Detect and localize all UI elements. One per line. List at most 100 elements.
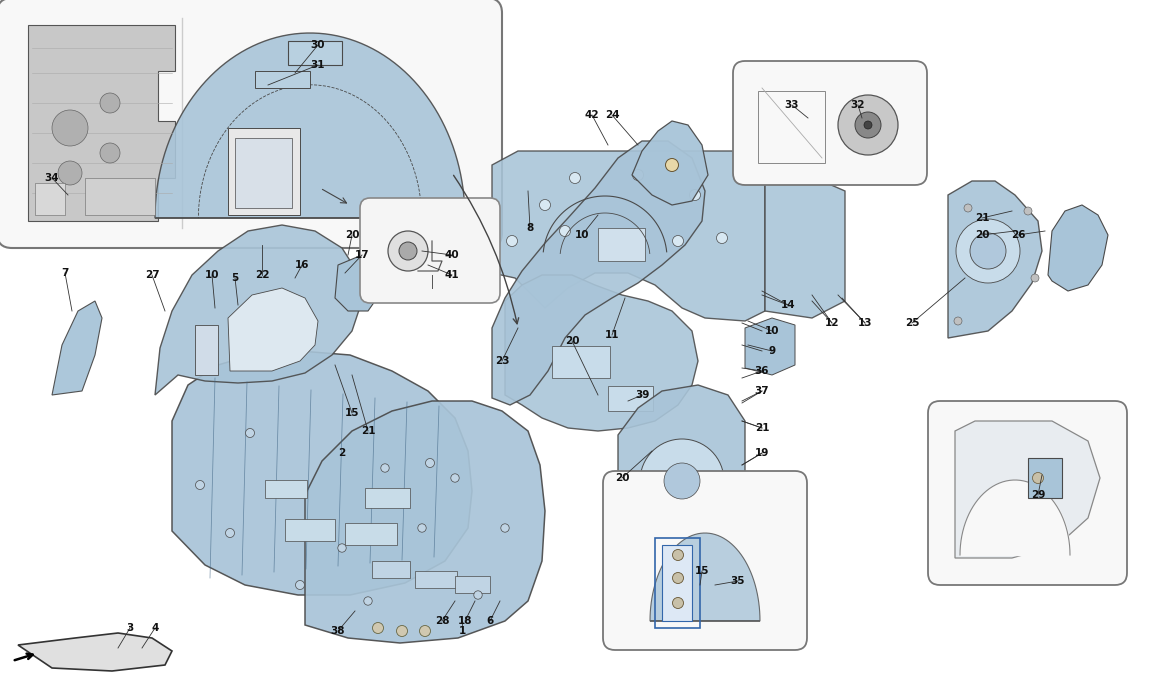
Circle shape — [52, 110, 89, 146]
Text: 16: 16 — [294, 260, 309, 270]
Polygon shape — [34, 183, 66, 215]
Polygon shape — [505, 275, 698, 431]
Polygon shape — [1028, 458, 1061, 498]
Polygon shape — [155, 225, 362, 395]
Circle shape — [381, 464, 389, 472]
Text: 9: 9 — [768, 346, 775, 356]
Circle shape — [569, 173, 581, 184]
Circle shape — [426, 458, 435, 467]
Circle shape — [225, 529, 235, 538]
Text: 24: 24 — [605, 110, 620, 120]
Text: 8: 8 — [527, 223, 534, 233]
Text: 20: 20 — [345, 230, 359, 240]
Text: 32: 32 — [851, 100, 865, 110]
Circle shape — [956, 219, 1020, 283]
Text: 22: 22 — [255, 270, 269, 280]
Text: 20: 20 — [615, 473, 629, 483]
Polygon shape — [155, 33, 465, 218]
Text: 6: 6 — [486, 616, 493, 626]
Text: 11: 11 — [605, 330, 619, 340]
Circle shape — [969, 233, 1006, 269]
Text: 37: 37 — [754, 386, 769, 396]
Polygon shape — [371, 561, 411, 578]
Circle shape — [673, 598, 683, 609]
Circle shape — [506, 236, 518, 247]
Circle shape — [838, 95, 898, 155]
Text: 38: 38 — [331, 626, 345, 636]
Circle shape — [560, 225, 570, 236]
Text: 5: 5 — [231, 273, 239, 283]
Text: 34: 34 — [45, 173, 60, 183]
Polygon shape — [492, 141, 705, 405]
Polygon shape — [954, 421, 1101, 558]
Text: 40: 40 — [445, 250, 459, 260]
Text: 42: 42 — [584, 110, 599, 120]
Polygon shape — [28, 25, 175, 221]
Circle shape — [664, 463, 700, 499]
Polygon shape — [415, 571, 457, 588]
Text: 21: 21 — [754, 423, 769, 433]
Polygon shape — [228, 128, 300, 215]
FancyBboxPatch shape — [603, 471, 807, 650]
Text: 41: 41 — [445, 270, 459, 280]
Text: 30: 30 — [310, 40, 325, 50]
Text: 27: 27 — [145, 270, 160, 280]
Text: 31: 31 — [310, 60, 325, 70]
Polygon shape — [52, 301, 102, 395]
Polygon shape — [552, 346, 610, 378]
Polygon shape — [1048, 205, 1107, 291]
Circle shape — [1032, 274, 1038, 282]
Text: 15: 15 — [345, 408, 359, 418]
Circle shape — [666, 158, 678, 171]
Polygon shape — [285, 519, 335, 541]
Polygon shape — [662, 545, 692, 621]
Polygon shape — [345, 523, 397, 545]
Text: 20: 20 — [975, 230, 989, 240]
Polygon shape — [305, 401, 545, 643]
Polygon shape — [255, 71, 310, 88]
Text: 4: 4 — [152, 623, 159, 633]
Polygon shape — [745, 318, 795, 375]
Text: 15: 15 — [695, 566, 710, 576]
FancyBboxPatch shape — [928, 401, 1127, 585]
Circle shape — [1024, 207, 1032, 215]
Circle shape — [396, 568, 405, 578]
Text: 36: 36 — [754, 366, 769, 376]
Circle shape — [420, 626, 430, 637]
Text: 26: 26 — [1011, 230, 1026, 240]
Polygon shape — [765, 165, 845, 318]
Circle shape — [673, 550, 683, 561]
FancyBboxPatch shape — [360, 198, 500, 303]
Circle shape — [539, 199, 551, 210]
Text: 13: 13 — [858, 318, 872, 328]
Polygon shape — [455, 576, 490, 593]
Text: 12: 12 — [825, 318, 840, 328]
Circle shape — [500, 524, 509, 532]
Circle shape — [451, 474, 459, 482]
Circle shape — [338, 544, 346, 552]
Polygon shape — [85, 178, 155, 215]
Polygon shape — [948, 181, 1042, 338]
Polygon shape — [172, 351, 472, 595]
Text: 19: 19 — [754, 448, 769, 458]
Circle shape — [100, 93, 120, 113]
Polygon shape — [288, 41, 342, 65]
Text: 10: 10 — [765, 326, 780, 336]
Polygon shape — [492, 151, 765, 321]
Polygon shape — [264, 480, 307, 498]
Circle shape — [632, 169, 644, 180]
Circle shape — [196, 481, 205, 490]
Polygon shape — [618, 385, 745, 573]
Circle shape — [474, 591, 482, 599]
Circle shape — [864, 121, 872, 129]
Circle shape — [673, 236, 683, 247]
Polygon shape — [598, 228, 645, 261]
Text: 39: 39 — [635, 390, 650, 400]
Polygon shape — [632, 121, 708, 205]
Text: 10: 10 — [205, 270, 220, 280]
Circle shape — [673, 572, 683, 583]
Text: 14: 14 — [781, 300, 796, 310]
Text: 35: 35 — [730, 576, 745, 586]
Polygon shape — [235, 138, 292, 208]
Circle shape — [954, 317, 963, 325]
